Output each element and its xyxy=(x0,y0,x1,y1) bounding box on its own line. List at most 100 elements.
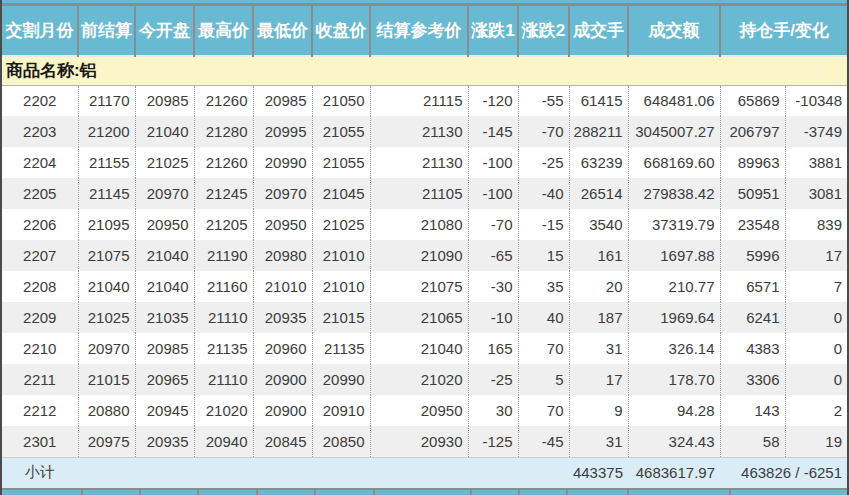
cell-open-interest: 5996 xyxy=(720,240,785,271)
cell-settle-ref: 21040 xyxy=(370,333,468,364)
cell-turnover: 1969.64 xyxy=(628,302,720,333)
subtotal-open-interest-change: 463826 / -6251 xyxy=(720,457,847,488)
cell-oi-change: 3881 xyxy=(785,147,847,178)
next-section-header-edge xyxy=(2,488,847,495)
cell-prev-settle: 21095 xyxy=(78,209,135,240)
cell-low: 20980 xyxy=(253,240,312,271)
cell-prev-settle: 20880 xyxy=(78,395,135,426)
cell-prev-settle: 21200 xyxy=(78,116,135,147)
cell-prev-settle: 21025 xyxy=(78,302,135,333)
cell-high: 21110 xyxy=(194,364,253,395)
column-divider xyxy=(81,490,83,495)
cell-high: 21205 xyxy=(194,209,253,240)
cell-change2: 70 xyxy=(518,333,569,364)
cell-prev-settle: 21145 xyxy=(78,178,135,209)
cell-prev-settle: 21075 xyxy=(78,240,135,271)
cell-close: 20990 xyxy=(312,364,370,395)
cell-prev-settle: 20975 xyxy=(78,426,135,457)
cell-volume: 31 xyxy=(569,426,628,457)
cell-volume: 31 xyxy=(569,333,628,364)
cell-open-interest: 206797 xyxy=(720,116,785,147)
subtotal-empty-cell xyxy=(194,457,253,488)
column-divider xyxy=(627,490,629,495)
cell-open: 20965 xyxy=(135,364,194,395)
col-header-delivery-month: 交割月份 xyxy=(2,6,78,56)
cell-turnover: 37319.79 xyxy=(628,209,720,240)
cell-open: 20970 xyxy=(135,178,194,209)
cell-delivery-month: 2208 xyxy=(2,271,78,302)
cell-open-interest: 58 xyxy=(720,426,785,457)
cell-volume: 3540 xyxy=(569,209,628,240)
cell-open-interest: 65869 xyxy=(720,85,785,116)
cell-delivery-month: 2207 xyxy=(2,240,78,271)
cell-oi-change: 839 xyxy=(785,209,847,240)
cell-low: 20970 xyxy=(253,178,312,209)
table-row: 2301 20975 20935 20940 20845 20850 20930… xyxy=(2,426,847,457)
cell-delivery-month: 2204 xyxy=(2,147,78,178)
cell-high: 20940 xyxy=(194,426,253,457)
cell-change2: -15 xyxy=(518,209,569,240)
cell-change1: 30 xyxy=(468,395,518,426)
table-row: 2210 20970 20985 21135 20960 21135 21040… xyxy=(2,333,847,364)
cell-close: 21045 xyxy=(312,178,370,209)
cell-open: 21040 xyxy=(135,271,194,302)
subtotal-volume: 443375 xyxy=(569,457,628,488)
cell-oi-change: 0 xyxy=(785,333,847,364)
col-header-volume: 成交手 xyxy=(569,6,628,56)
subtotal-turnover: 4683617.97 xyxy=(628,457,720,488)
cell-open-interest: 50951 xyxy=(720,178,785,209)
cell-low: 20995 xyxy=(253,116,312,147)
cell-open-interest: 89963 xyxy=(720,147,785,178)
cell-delivery-month: 2212 xyxy=(2,395,78,426)
cell-close: 21135 xyxy=(312,333,370,364)
cell-change2: -40 xyxy=(518,178,569,209)
cell-volume: 187 xyxy=(569,302,628,333)
cell-turnover: 210.77 xyxy=(628,271,720,302)
cell-high: 21260 xyxy=(194,85,253,116)
subtotal-empty-cell xyxy=(518,457,569,488)
cell-low: 20900 xyxy=(253,395,312,426)
cell-close: 21055 xyxy=(312,147,370,178)
cell-open-interest: 6241 xyxy=(720,302,785,333)
cell-change1: -100 xyxy=(468,178,518,209)
table-row: 2212 20880 20945 21020 20900 20910 20950… xyxy=(2,395,847,426)
cell-oi-change: 17 xyxy=(785,240,847,271)
cell-settle-ref: 21065 xyxy=(370,302,468,333)
table-row: 2203 21200 21040 21280 20995 21055 21130… xyxy=(2,116,847,147)
cell-high: 21110 xyxy=(194,302,253,333)
cell-prev-settle: 21155 xyxy=(78,147,135,178)
cell-turnover: 3045007.27 xyxy=(628,116,720,147)
table-row: 2209 21025 21035 21110 20935 21015 21065… xyxy=(2,302,847,333)
cell-oi-change: -3749 xyxy=(785,116,847,147)
cell-oi-change: 7 xyxy=(785,271,847,302)
column-divider xyxy=(373,490,375,495)
cell-settle-ref: 21090 xyxy=(370,240,468,271)
cell-oi-change: 0 xyxy=(785,302,847,333)
cell-delivery-month: 2301 xyxy=(2,426,78,457)
subtotal-empty-cell xyxy=(312,457,370,488)
cell-volume: 20 xyxy=(569,271,628,302)
col-header-change1: 涨跌1 xyxy=(468,6,518,56)
col-header-low: 最低价 xyxy=(253,6,312,56)
cell-settle-ref: 20930 xyxy=(370,426,468,457)
cell-close: 21015 xyxy=(312,302,370,333)
cell-prev-settle: 21040 xyxy=(78,271,135,302)
futures-quotes-table: 交割月份 前结算 今开盘 最高价 最低价 收盘价 结算参考价 涨跌1 涨跌2 成… xyxy=(2,6,847,488)
cell-turnover: 178.70 xyxy=(628,364,720,395)
table-row: 2205 21145 20970 21245 20970 21045 21105… xyxy=(2,178,847,209)
cell-volume: 63239 xyxy=(569,147,628,178)
cell-prev-settle: 20970 xyxy=(78,333,135,364)
cell-change1: -10 xyxy=(468,302,518,333)
column-divider xyxy=(314,490,316,495)
cell-change2: 70 xyxy=(518,395,569,426)
subtotal-empty-cell xyxy=(253,457,312,488)
cell-delivery-month: 2211 xyxy=(2,364,78,395)
table-header-row: 交割月份 前结算 今开盘 最高价 最低价 收盘价 结算参考价 涨跌1 涨跌2 成… xyxy=(2,6,847,56)
cell-close: 20910 xyxy=(312,395,370,426)
cell-high: 21135 xyxy=(194,333,253,364)
subtotal-row: 小计 443375 4683617.97 463826 / -6251 xyxy=(2,457,847,488)
cell-delivery-month: 2210 xyxy=(2,333,78,364)
cell-delivery-month: 2206 xyxy=(2,209,78,240)
cell-open-interest: 23548 xyxy=(720,209,785,240)
cell-high: 21280 xyxy=(194,116,253,147)
